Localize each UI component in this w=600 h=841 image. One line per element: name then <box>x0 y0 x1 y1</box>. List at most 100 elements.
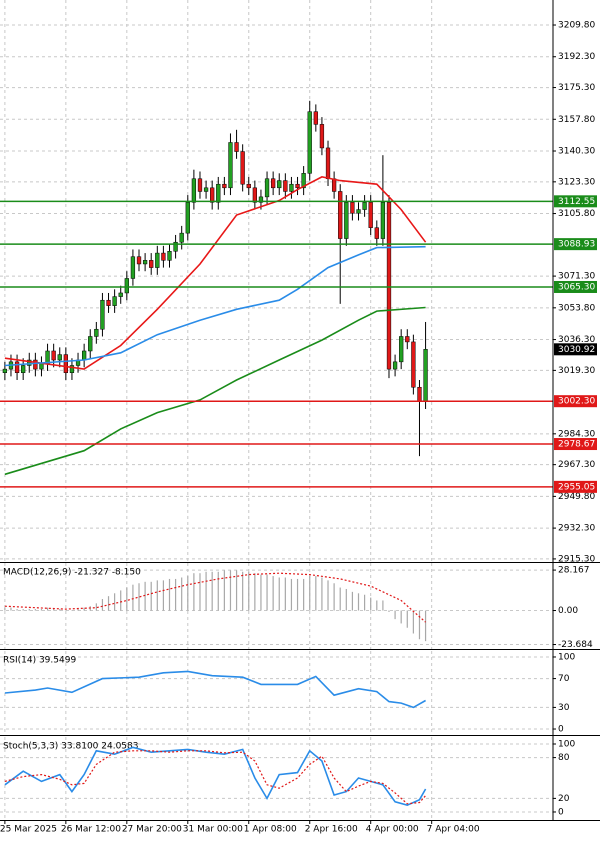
candle-body <box>179 232 184 243</box>
candle-body <box>350 202 355 214</box>
candle-body <box>33 359 38 370</box>
level-label: 3002.30 <box>558 397 595 407</box>
candle-body <box>240 151 245 185</box>
macd-bar <box>266 574 268 611</box>
macd-bar <box>370 597 372 611</box>
candle-body <box>94 328 99 337</box>
macd-bar <box>132 584 134 611</box>
candle-body <box>368 202 373 228</box>
candle-body <box>319 124 325 149</box>
macd-bar <box>53 609 55 611</box>
level-box <box>554 280 597 293</box>
x-tick-label: 31 Mar 00:00 <box>183 825 243 835</box>
y-tick-label: 0 <box>558 807 564 817</box>
macd-bar <box>65 610 67 612</box>
y-tick-label: 3105.80 <box>558 209 595 219</box>
candle-body <box>301 173 306 189</box>
macd-bar <box>364 594 366 611</box>
candle-body <box>210 187 215 203</box>
macd-bar <box>120 590 122 611</box>
macd-bar <box>406 610 408 628</box>
candle-body <box>14 361 20 373</box>
candle-body <box>228 142 233 189</box>
level-label: 2955.05 <box>558 482 595 492</box>
macd-bar <box>242 571 244 611</box>
macd-bar <box>229 570 232 611</box>
candle-body <box>411 341 416 388</box>
x-tick-label: 2 Apr 16:00 <box>305 825 358 835</box>
candle-body <box>173 241 178 252</box>
macd-bar <box>46 607 49 611</box>
candle-body <box>423 349 428 402</box>
candle-body <box>63 354 68 373</box>
macd-bar <box>351 591 354 611</box>
candle-body <box>2 368 8 373</box>
y-tick-label: 0 <box>558 725 564 735</box>
macd-bar <box>150 581 152 611</box>
macd-bar <box>235 570 238 611</box>
macd-bar <box>278 577 280 611</box>
y-tick-label: 3071.30 <box>558 272 595 282</box>
macd-bar <box>296 578 299 611</box>
candle-body <box>331 178 337 192</box>
y-tick-label: 28.167 <box>558 566 590 576</box>
x-tick-label: 1 Apr 08:00 <box>244 825 297 835</box>
y-tick-label: 100 <box>558 652 575 662</box>
macd-bar <box>248 571 250 611</box>
level-box <box>554 395 597 408</box>
macd-bar <box>144 581 146 611</box>
macd-bar <box>424 610 427 642</box>
macd-bar <box>34 609 36 611</box>
indicator-line <box>4 572 426 623</box>
macd-bar <box>376 600 378 611</box>
candle-body <box>258 196 264 203</box>
candle-body <box>142 260 148 265</box>
panel-title: Stoch(5,3,3) 33.8100 24.0583 <box>3 742 138 752</box>
y-tick-label: 3019.30 <box>558 366 595 376</box>
y-tick-label: 2915.30 <box>558 554 595 564</box>
y-tick-label: 3140.30 <box>558 147 595 157</box>
candle-body <box>191 178 197 203</box>
x-tick-label: 26 Mar 12:00 <box>61 825 121 835</box>
macd-bar <box>22 609 24 611</box>
level-label: 3112.55 <box>558 197 595 207</box>
macd-bar <box>284 577 286 611</box>
candle-body <box>27 359 32 366</box>
indicator-line <box>4 176 427 370</box>
macd-bar <box>187 576 189 611</box>
candle-body <box>283 180 288 192</box>
macd-bar <box>193 573 195 611</box>
y-tick-label: -23.684 <box>558 640 593 650</box>
macd-bar <box>382 600 384 611</box>
candle-body <box>51 350 56 361</box>
macd-bar <box>162 580 165 611</box>
candle-body <box>124 278 129 294</box>
candle-body <box>149 260 154 268</box>
indicator-line <box>4 746 427 807</box>
candle-body <box>197 178 203 192</box>
macd-bar <box>418 610 421 640</box>
candle-body <box>100 299 105 330</box>
candle-body <box>344 202 349 239</box>
indicator-line <box>4 670 426 709</box>
y-tick-label: 100 <box>558 740 575 750</box>
candle-body <box>325 147 331 180</box>
macd-bar <box>4 607 6 611</box>
indicator-line <box>4 245 426 367</box>
macd-bar <box>272 576 274 611</box>
last-price-label: 3030.92 <box>558 345 595 355</box>
macd-bar <box>327 580 329 611</box>
y-tick-label: 0.00 <box>558 606 578 616</box>
macd-bar <box>114 593 116 611</box>
macd-bar <box>400 610 402 624</box>
macd-bar <box>339 587 341 611</box>
candle-body <box>307 111 312 174</box>
candle-body <box>216 183 221 203</box>
candle-body <box>167 251 172 261</box>
macd-bar <box>77 609 79 611</box>
candle-body <box>246 183 251 189</box>
candle-body <box>81 350 87 361</box>
candle-body <box>374 227 379 239</box>
